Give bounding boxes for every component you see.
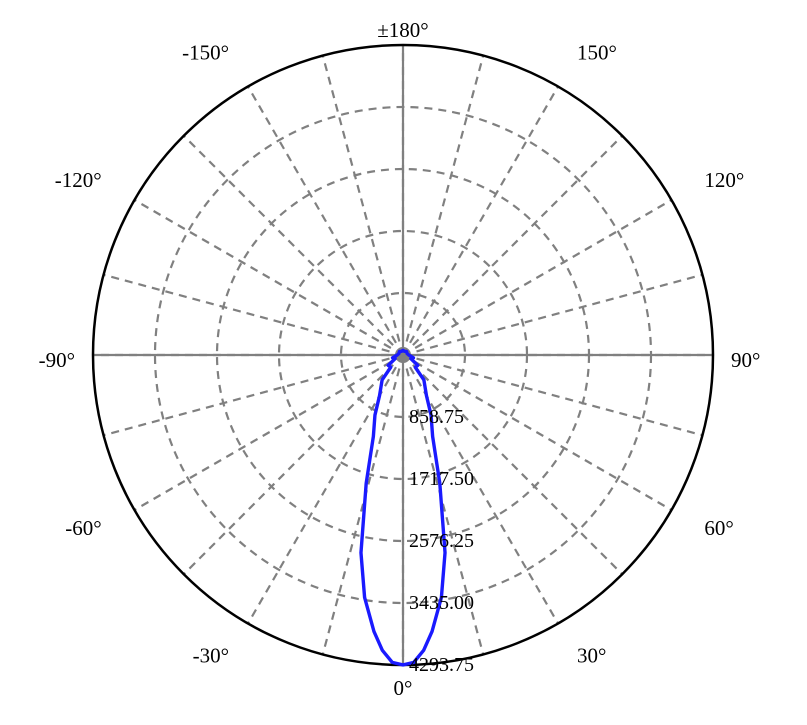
angle-label: 0°: [394, 676, 413, 700]
angle-label: -30°: [193, 643, 229, 667]
radial-tick-label: 2576.25: [409, 530, 474, 552]
angle-label: ±180°: [377, 18, 428, 42]
angle-label: 90°: [731, 348, 760, 372]
angle-label: -90°: [39, 348, 75, 372]
radial-tick-label: 858.75: [409, 406, 464, 428]
angle-label: 60°: [704, 516, 733, 540]
angle-label: 30°: [577, 643, 606, 667]
radial-tick-label: 4293.75: [409, 654, 474, 676]
angle-label: 120°: [704, 168, 744, 192]
radial-tick-label: 1717.50: [409, 468, 474, 490]
radial-tick-label: 3435.00: [409, 592, 474, 614]
angle-label: -120°: [55, 168, 102, 192]
angle-label: 150°: [577, 41, 617, 65]
angle-label: -60°: [65, 516, 101, 540]
angle-label: -150°: [182, 41, 229, 65]
polar-chart: 858.75 1717.50 2576.25 3435.00 4293.750° 30° 6…: [0, 0, 807, 725]
